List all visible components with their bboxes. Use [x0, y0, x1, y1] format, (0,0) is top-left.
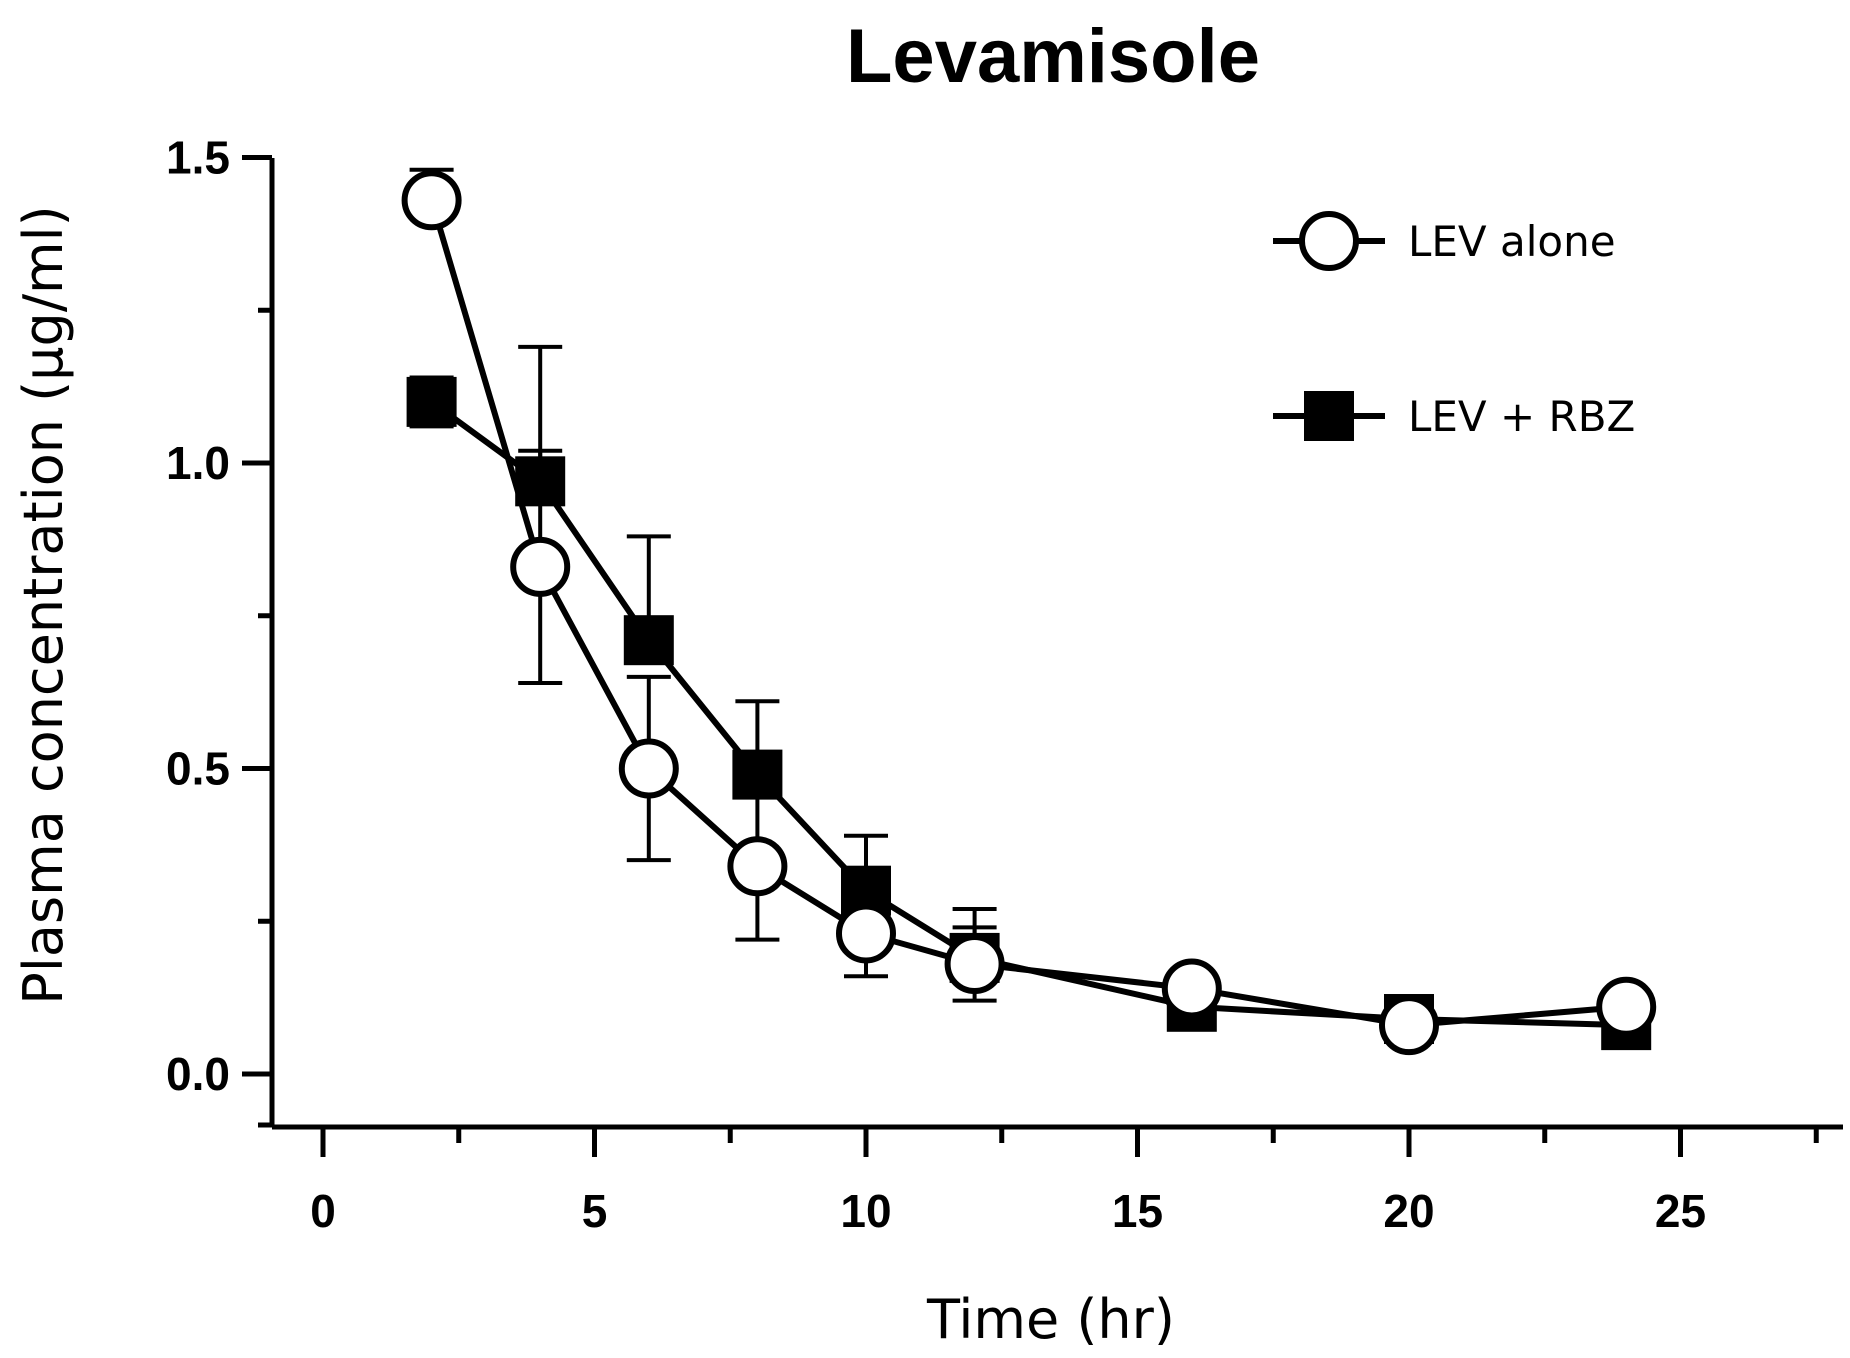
axes: 0.0 0.5 1.0 1.5 0 5 10 15 20 25 [166, 132, 1843, 1237]
legend: LEV alone LEV + RBZ [1273, 211, 1635, 441]
data-point-lev-alone [944, 934, 1005, 995]
series-line-lev-rbz [429, 399, 1627, 1029]
x-tick-label: 5 [582, 1185, 608, 1237]
x-axis-label: Time (hr) [926, 1288, 1175, 1351]
data-point-lev-alone [1379, 995, 1439, 1056]
x-tick-label: 0 [310, 1185, 336, 1237]
data-point-lev-alone [727, 836, 788, 897]
legend-marker [1304, 391, 1354, 441]
x-tick-label: 20 [1383, 1185, 1434, 1237]
y-tick-label: 1.5 [166, 132, 230, 184]
legend-marker [1299, 211, 1359, 271]
data-point-lev-alone [836, 903, 896, 964]
y-tick-label: 0.5 [166, 743, 230, 795]
x-tick-label: 15 [1112, 1185, 1163, 1237]
legend-item: LEV alone [1273, 211, 1616, 271]
plot-area [401, 167, 1657, 1056]
data-point-lev-rbz [515, 456, 566, 507]
data-point-lev-alone [618, 738, 679, 799]
y-axis-label: Plasma concentration (μg/ml) [12, 205, 75, 1004]
series-line-lev-alone [428, 199, 1627, 1029]
data-point-lev-alone [1161, 958, 1222, 1019]
legend-item: LEV + RBZ [1273, 391, 1635, 441]
chart-title: Levamisole [846, 14, 1260, 99]
data-point-lev-rbz [406, 376, 457, 427]
x-tick-label: 25 [1655, 1185, 1706, 1237]
data-point-lev-alone [510, 536, 571, 597]
data-point-lev-rbz [623, 615, 674, 666]
data-point-lev-alone [401, 170, 462, 231]
legend-label: LEV alone [1408, 217, 1616, 266]
legend-label: LEV + RBZ [1408, 392, 1635, 441]
y-tick-label: 1.0 [166, 437, 230, 489]
x-tick-label: 10 [840, 1185, 891, 1237]
data-point-lev-alone [1596, 976, 1657, 1037]
y-tick-label: 0.0 [166, 1048, 230, 1100]
data-point-lev-rbz [732, 749, 783, 800]
